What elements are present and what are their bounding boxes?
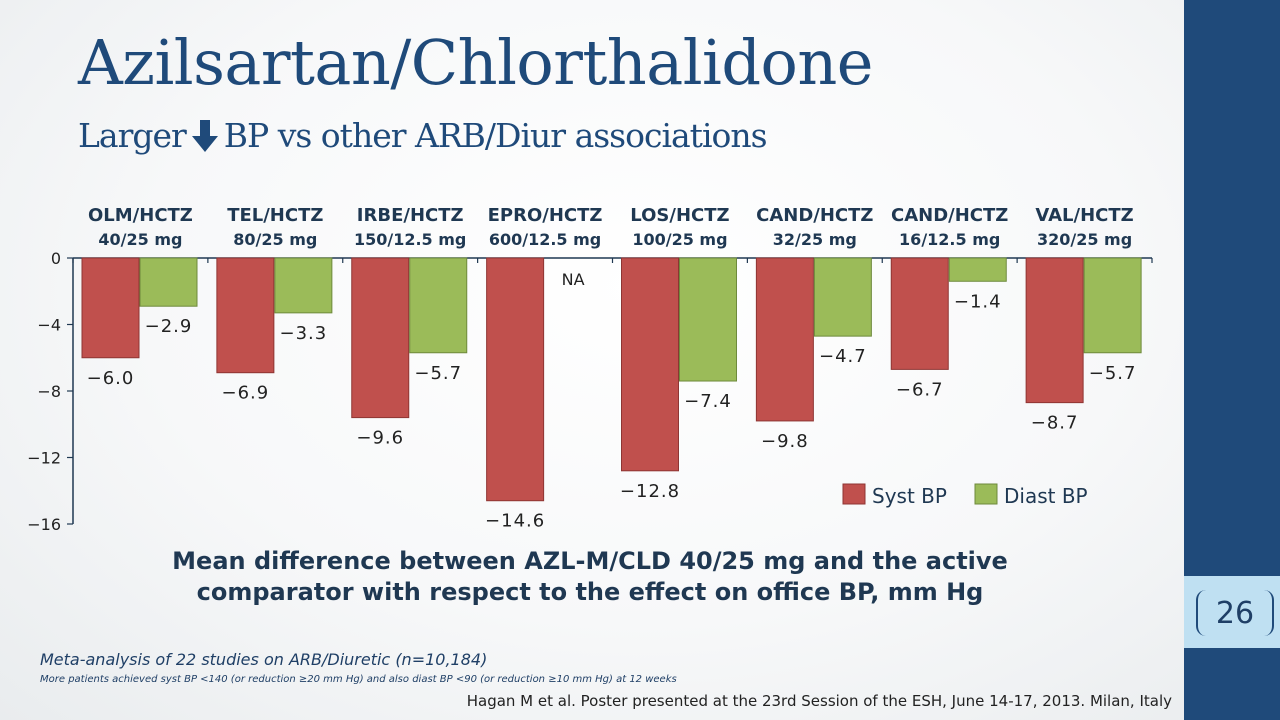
y-tick-label: −16: [27, 515, 61, 534]
diast-bar: [679, 257, 737, 382]
diast-data-label: −1.4: [954, 291, 1002, 312]
slide-title: Azilsartan/Chlorthalidone: [78, 26, 873, 99]
caption-line-2: comparator with respect to the effect on…: [196, 578, 984, 606]
subtitle-text-before: Larger: [78, 116, 187, 155]
category-label-dose: 40/25 mg: [98, 230, 182, 249]
diast-data-label: −5.7: [1089, 363, 1137, 384]
category-label-dose: 32/25 mg: [773, 230, 857, 249]
diast-data-label: −5.7: [414, 363, 462, 384]
category-label-name: LOS/HCTZ: [630, 205, 729, 226]
data-label-na: NA: [562, 270, 585, 289]
syst-data-label: −6.0: [87, 368, 135, 389]
syst-bar: [351, 257, 410, 419]
y-tick-label: −12: [27, 449, 61, 468]
syst-data-label: −9.8: [761, 431, 809, 452]
legend-swatch-diast: [974, 483, 998, 505]
category-label-dose: 16/12.5 mg: [899, 230, 1000, 249]
diast-bar: [274, 257, 333, 314]
syst-data-label: −6.9: [222, 383, 270, 404]
diast-data-label: −3.3: [280, 323, 328, 344]
y-tick-label: −4: [37, 316, 61, 335]
syst-bar: [216, 257, 275, 374]
diast-bar: [1083, 257, 1142, 354]
page-number-box: [1184, 576, 1280, 648]
syst-data-label: −8.7: [1031, 413, 1079, 434]
syst-data-label: −12.8: [620, 481, 680, 502]
legend-label-syst: Syst BP: [872, 484, 947, 508]
category-label-name: OLM/HCTZ: [88, 205, 193, 226]
diast-bar: [409, 257, 468, 354]
category-label-name: IRBE/HCTZ: [357, 205, 464, 226]
syst-bar: [81, 257, 140, 359]
category-label-dose: 600/12.5 mg: [489, 230, 601, 249]
category-label-dose: 320/25 mg: [1037, 230, 1132, 249]
legend-label-diast: Diast BP: [1004, 484, 1088, 508]
syst-data-label: −6.7: [896, 379, 944, 400]
diast-bar: [948, 257, 1007, 282]
diast-data-label: −7.4: [684, 391, 732, 412]
diast-data-label: −2.9: [145, 316, 193, 337]
y-tick-label: 0: [51, 249, 61, 268]
syst-bar: [755, 257, 814, 422]
category-label-dose: 150/12.5 mg: [354, 230, 466, 249]
footnote-main: Meta-analysis of 22 studies on ARB/Diure…: [40, 650, 488, 669]
diast-bar: [139, 257, 198, 307]
y-tick-label: −8: [37, 382, 61, 401]
syst-bar: [890, 257, 949, 370]
syst-bar: [621, 257, 679, 472]
subtitle-text-after: BP vs other ARB/Diur associations: [223, 116, 768, 155]
diast-bar: [813, 257, 872, 337]
legend-swatch-syst: [842, 483, 866, 505]
page-number: 26: [1196, 590, 1274, 636]
down-arrow-icon: [191, 119, 218, 152]
category-label-name: VAL/HCTZ: [1035, 205, 1133, 226]
reference-citation: Hagan M et al. Poster presented at the 2…: [466, 692, 1172, 710]
bp-bar-chart: 0 −4 −8 −12 −16 OLM/HCTZ 40/25 mg TEL/HCTZ 80/25…: [27, 205, 1153, 534]
chart-caption: Mean difference between AZL-M/CLD 40/25 …: [150, 546, 1030, 608]
syst-bar: [1025, 257, 1084, 404]
category-label-name: CAND/HCTZ: [891, 205, 1008, 226]
syst-data-label: −14.6: [485, 511, 545, 532]
footnote-sub: More patients achieved syst BP <140 (or …: [40, 674, 677, 685]
syst-data-label: −9.6: [356, 428, 404, 449]
category-label-dose: 100/25 mg: [632, 230, 727, 249]
category-label-name: CAND/HCTZ: [756, 205, 873, 226]
category-label-name: TEL/HCTZ: [227, 205, 323, 226]
syst-bar: [486, 257, 545, 502]
category-label-dose: 80/25 mg: [233, 230, 317, 249]
diast-data-label: −4.7: [819, 346, 867, 367]
category-label-name: EPRO/HCTZ: [488, 205, 603, 226]
slide-subtitle: Larger BP vs other ARB/Diur associations: [78, 116, 768, 155]
caption-line-1: Mean difference between AZL-M/CLD 40/25 …: [172, 547, 1008, 575]
